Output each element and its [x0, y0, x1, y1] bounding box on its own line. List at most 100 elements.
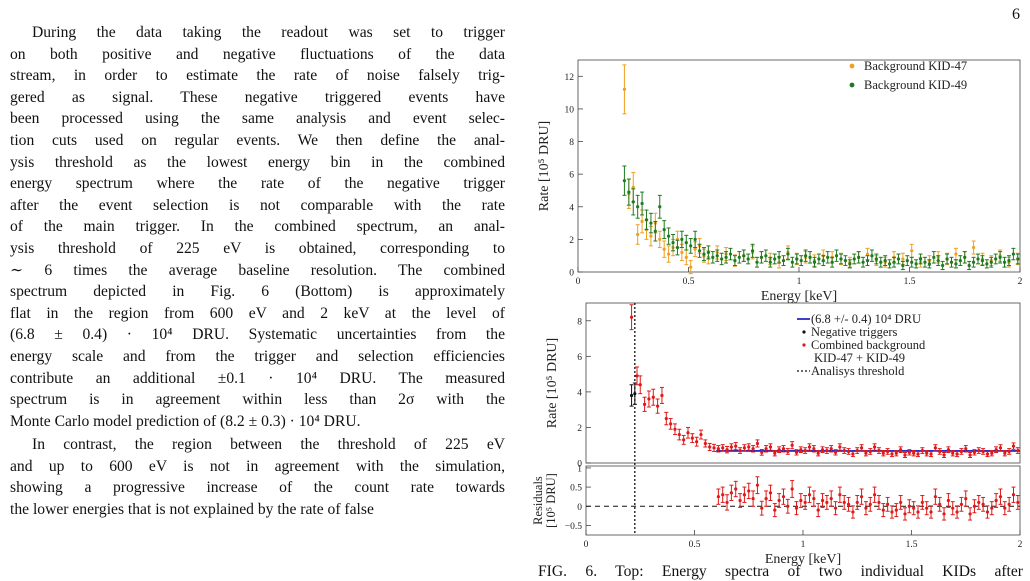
data-point — [742, 254, 746, 258]
data-point — [725, 500, 729, 505]
data-point — [653, 229, 657, 233]
data-point — [781, 258, 786, 263]
data-point — [799, 258, 803, 263]
data-point — [647, 397, 651, 401]
data-point — [985, 262, 989, 266]
data-point — [795, 257, 799, 261]
paragraph-1: During the data taking the readout was s… — [10, 22, 505, 432]
data-point — [912, 451, 916, 455]
data-point — [790, 487, 794, 491]
data-point — [910, 249, 914, 253]
data-point — [711, 255, 715, 259]
data-point — [746, 257, 750, 261]
text-line: In contrast, the region between the thre… — [32, 436, 505, 454]
y-tick-label: 0 — [577, 503, 582, 513]
text-line: Monte Carlo model prediction of (8.2 ± 0… — [10, 412, 361, 430]
text-line: energy scale and from the trigger and se… — [10, 347, 505, 365]
data-point — [794, 450, 799, 454]
data-point — [874, 257, 878, 261]
page-number: 6 — [1012, 6, 1020, 23]
data-point — [807, 493, 812, 497]
x-tick-label: 0 — [584, 540, 589, 550]
data-point — [873, 493, 877, 497]
data-point — [799, 498, 803, 503]
data-point — [861, 260, 865, 264]
y-tick-label: 2 — [569, 236, 574, 246]
data-point — [786, 504, 790, 508]
y-tick-label: 2 — [577, 424, 582, 434]
x-tick-label: 1.5 — [906, 540, 918, 550]
legend-label: Background KID-49 — [864, 78, 967, 92]
series-1 — [629, 382, 637, 407]
data-point — [715, 254, 719, 258]
data-point — [764, 447, 768, 451]
data-point — [759, 255, 764, 259]
x-tick-label: 1 — [797, 277, 802, 287]
data-point — [803, 448, 807, 453]
y-tick-label: 0 — [569, 269, 574, 279]
data-point — [820, 448, 825, 452]
data-point — [894, 508, 898, 512]
data-point — [994, 498, 998, 503]
data-point — [820, 498, 825, 503]
data-point — [812, 496, 816, 501]
data-point — [622, 87, 627, 91]
data-point — [697, 249, 702, 253]
data-point — [883, 258, 887, 263]
data-point — [664, 416, 668, 421]
data-point — [873, 445, 877, 449]
data-point — [989, 260, 993, 264]
data-point — [846, 502, 851, 506]
x-tick-label: 0.5 — [683, 277, 695, 287]
data-point — [941, 263, 945, 268]
data-point — [959, 502, 964, 506]
data-point — [998, 495, 1003, 499]
y-tick-label: 1 — [577, 464, 582, 474]
data-point — [816, 508, 820, 512]
data-point — [890, 452, 894, 456]
y-axis-label-line: Residuals — [531, 476, 545, 525]
data-point — [825, 448, 829, 453]
data-point — [702, 252, 706, 256]
data-point — [812, 260, 817, 264]
data-point — [916, 510, 920, 514]
data-point — [990, 506, 994, 510]
y-tick-label: 0.5 — [570, 484, 582, 494]
legend-marker — [849, 63, 855, 69]
text-line: During the data taking the readout was s… — [32, 24, 505, 41]
data-point — [773, 451, 777, 455]
data-point — [807, 445, 812, 449]
data-point — [799, 448, 803, 452]
data-point — [829, 447, 833, 451]
data-point — [852, 257, 856, 261]
data-point — [725, 448, 729, 452]
y-tick-label: 6 — [577, 353, 582, 363]
data-point — [1007, 502, 1011, 506]
figure-6: 0 2 4 6 8 10 12 0 0.5 1 1.5 2 Energy [keV] Rate [10⁵ … — [510, 20, 1030, 580]
chart-panel-2: 0 2 4 6 8 Rate [10⁵ DRU] (6.8 +/- 0.4) 10⁴ DRU… — [545, 302, 1021, 470]
data-point — [786, 449, 790, 454]
data-point — [689, 265, 693, 269]
data-point — [677, 432, 681, 437]
data-point — [1002, 260, 1007, 264]
data-point — [706, 250, 710, 255]
data-point — [994, 257, 998, 261]
data-point — [912, 506, 916, 510]
y-tick-label: 4 — [569, 203, 574, 213]
data-point — [768, 260, 772, 264]
data-point — [842, 500, 846, 505]
legend-label: KID-47 + KID-49 — [814, 351, 905, 365]
data-point — [751, 447, 755, 451]
data-point — [865, 252, 870, 256]
data-point — [972, 450, 977, 454]
data-point — [865, 258, 870, 263]
y-tick-label: 12 — [565, 73, 575, 83]
y-tick-label: 10 — [565, 105, 575, 115]
text-line: ysis threshold of 225 eV is obtained, co… — [10, 239, 505, 257]
data-point — [649, 221, 653, 225]
x-tick-label: 1 — [801, 540, 806, 550]
data-point — [773, 257, 777, 261]
data-point — [903, 453, 907, 457]
x-tick-label: 0 — [576, 277, 581, 287]
